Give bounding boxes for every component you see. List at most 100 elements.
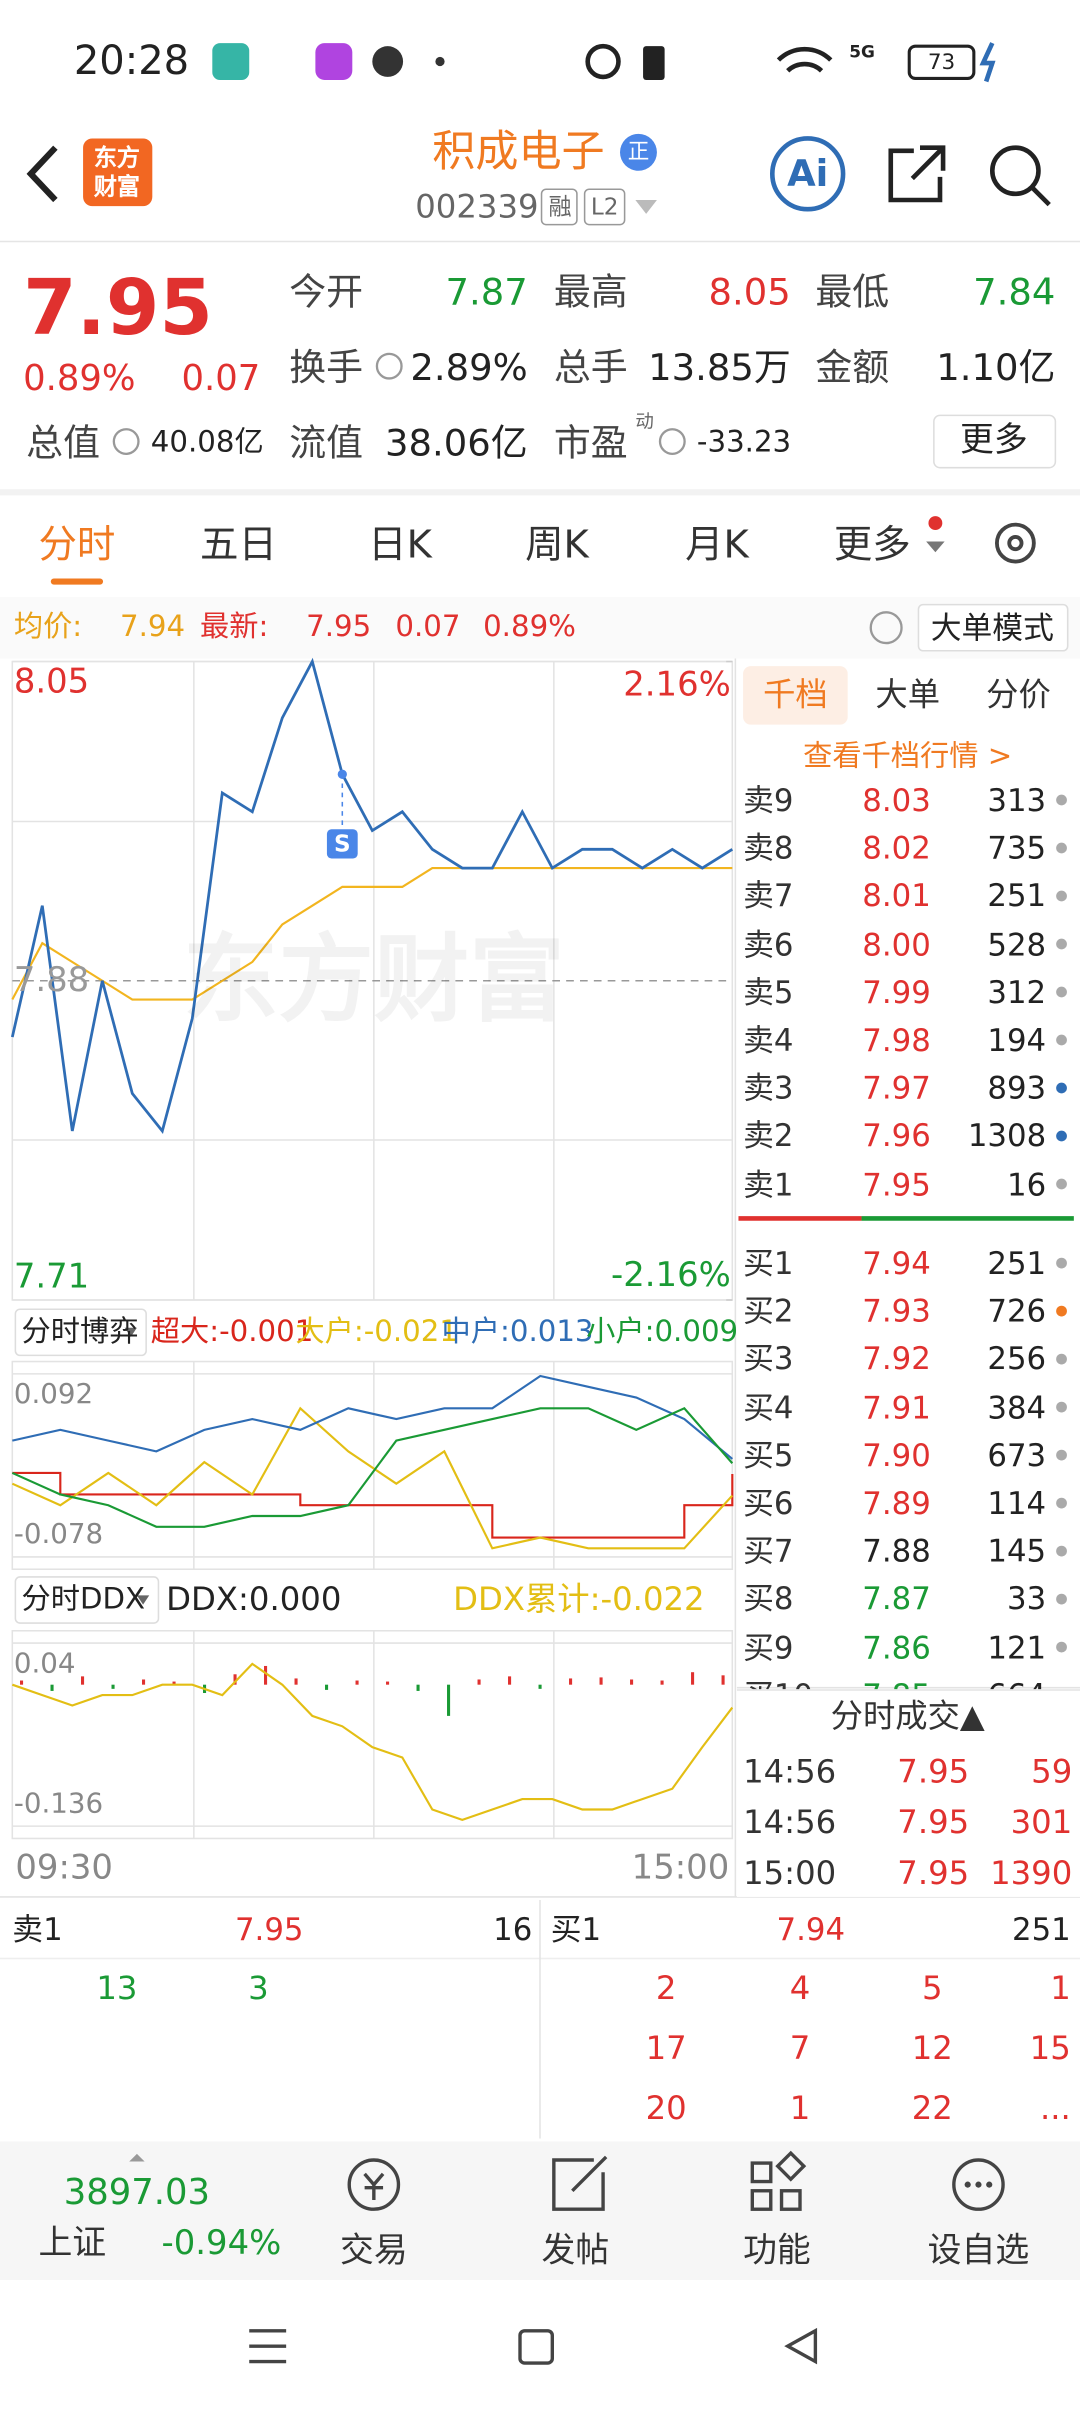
- book-label: 买3: [743, 1340, 794, 1378]
- legend-entry: 中户:0.013: [441, 1314, 594, 1349]
- index-value: 3897.03: [63, 2173, 211, 2214]
- bar: [691, 1672, 695, 1685]
- bar: [508, 1676, 512, 1685]
- tab[interactable]: 五日: [199, 522, 277, 567]
- tab[interactable]: 更多: [833, 522, 911, 567]
- stat-value: 2.89%: [410, 346, 528, 390]
- book-label: 卖3: [743, 1069, 794, 1107]
- bar: [538, 1684, 542, 1689]
- book-dot: [1056, 1178, 1067, 1190]
- book-dot: [1056, 1641, 1067, 1653]
- stock-name: 积成电子: [432, 126, 605, 177]
- book-volume: 251: [987, 1244, 1047, 1282]
- bid-order: 20: [645, 2090, 687, 2127]
- tab-indicator: [50, 578, 104, 585]
- more-button[interactable]: 更多: [959, 421, 1028, 461]
- bid-order: 1: [789, 2090, 811, 2127]
- latest-label: 最新:: [200, 610, 269, 644]
- series-line: [11, 1662, 734, 1822]
- book-dot: [1056, 1257, 1067, 1269]
- badge: 正: [627, 140, 650, 165]
- nav-item[interactable]: 功能: [743, 2232, 811, 2271]
- stat-sup: 动: [635, 410, 654, 433]
- book-price: 8.02: [862, 829, 931, 867]
- book-volume: 251: [987, 877, 1047, 915]
- book-volume: 528: [987, 925, 1047, 963]
- book-dot: [1056, 1082, 1067, 1094]
- book-dot: [1056, 1353, 1067, 1365]
- book-price: 7.93: [862, 1292, 931, 1330]
- tab[interactable]: 分时: [38, 522, 116, 567]
- book-label: 卖2: [743, 1117, 794, 1155]
- book-price: 7.95: [862, 1165, 931, 1203]
- book-dot: [1056, 1545, 1067, 1557]
- legend-entry: DDX:0.000: [166, 1580, 342, 1618]
- annotation: S: [333, 830, 351, 858]
- trade-volume: 301: [1010, 1803, 1073, 1841]
- book-volume: 194: [987, 1021, 1047, 1059]
- stat-label: 金额: [815, 346, 890, 390]
- book-volume: 121: [987, 1628, 1047, 1666]
- book-tab[interactable]: 大单: [875, 676, 941, 714]
- y-tick-label: 8.05: [13, 663, 90, 702]
- bar: [599, 1677, 603, 1685]
- book-price: 7.92: [862, 1340, 931, 1378]
- series-line: [12, 1471, 734, 1539]
- indicator-selector[interactable]: 分时博弈: [21, 1314, 139, 1349]
- logo: 财富: [93, 173, 141, 201]
- nav-item[interactable]: 发帖: [541, 2232, 610, 2271]
- stat-label: 最高: [553, 270, 628, 314]
- tab[interactable]: 日K: [368, 522, 432, 567]
- avg-value: 7.94: [120, 610, 186, 644]
- trade-time: 15:00: [743, 1854, 837, 1892]
- y-tick-label: -0.136: [13, 1787, 104, 1821]
- latest-change: 0.07: [395, 610, 461, 644]
- bar: [325, 1684, 329, 1690]
- book-price: 7.88: [862, 1532, 931, 1570]
- book-dot: [1056, 890, 1067, 902]
- book-price: 7.87: [862, 1580, 931, 1618]
- trade-price: 7.95: [897, 1753, 970, 1791]
- book-dot: [1056, 1449, 1067, 1461]
- bar: [294, 1678, 298, 1685]
- latest-pct: 0.89%: [483, 610, 576, 644]
- stat-value: 40.08亿: [150, 425, 264, 460]
- bar: [355, 1680, 359, 1685]
- bid-order: ...: [1039, 2090, 1071, 2127]
- nav-item[interactable]: 设自选: [927, 2232, 1030, 2271]
- book-tab[interactable]: 分价: [986, 676, 1051, 714]
- bar: [660, 1680, 664, 1685]
- nav-item[interactable]: 交易: [339, 2232, 408, 2271]
- trades-title: 分时成交▲: [830, 1697, 985, 1735]
- book-dot: [1056, 1034, 1067, 1046]
- stat-label: 总手: [553, 346, 628, 390]
- bar: [569, 1678, 573, 1685]
- annotation-box: [326, 829, 358, 859]
- ask-order: 13: [96, 1970, 138, 2007]
- ai-button[interactable]: Ai: [787, 152, 829, 196]
- queue-label: 卖1: [12, 1910, 63, 1948]
- bid-order: 1: [1050, 1970, 1071, 2007]
- bar: [142, 1679, 146, 1685]
- mode-button[interactable]: 大单模式: [930, 609, 1054, 647]
- series-line: [11, 1406, 734, 1550]
- ask-order: 3: [248, 1970, 269, 2007]
- y-tick-label: 7.88: [13, 960, 90, 1000]
- bid-order: 5: [922, 1970, 943, 2007]
- book-dot: [1056, 1593, 1067, 1605]
- x-tick-label: 15:00: [631, 1849, 730, 1888]
- book-label: 买2: [743, 1292, 794, 1330]
- queue-label: 买1: [550, 1910, 602, 1948]
- change: 0.07: [181, 359, 261, 400]
- book-price: 7.96: [862, 1117, 931, 1155]
- indicator-selector[interactable]: 分时DDX: [21, 1582, 146, 1617]
- trade-price: 7.95: [897, 1854, 970, 1892]
- battery: 73: [927, 50, 956, 76]
- book-link[interactable]: 查看千档行情 >: [803, 739, 1013, 774]
- tab[interactable]: 周K: [525, 522, 589, 567]
- book-tab[interactable]: 千档: [763, 676, 828, 714]
- stat-label: 流值: [289, 421, 364, 465]
- stock-code: 002339: [415, 188, 539, 226]
- clock: 20:28: [73, 38, 190, 85]
- tab[interactable]: 月K: [685, 522, 749, 567]
